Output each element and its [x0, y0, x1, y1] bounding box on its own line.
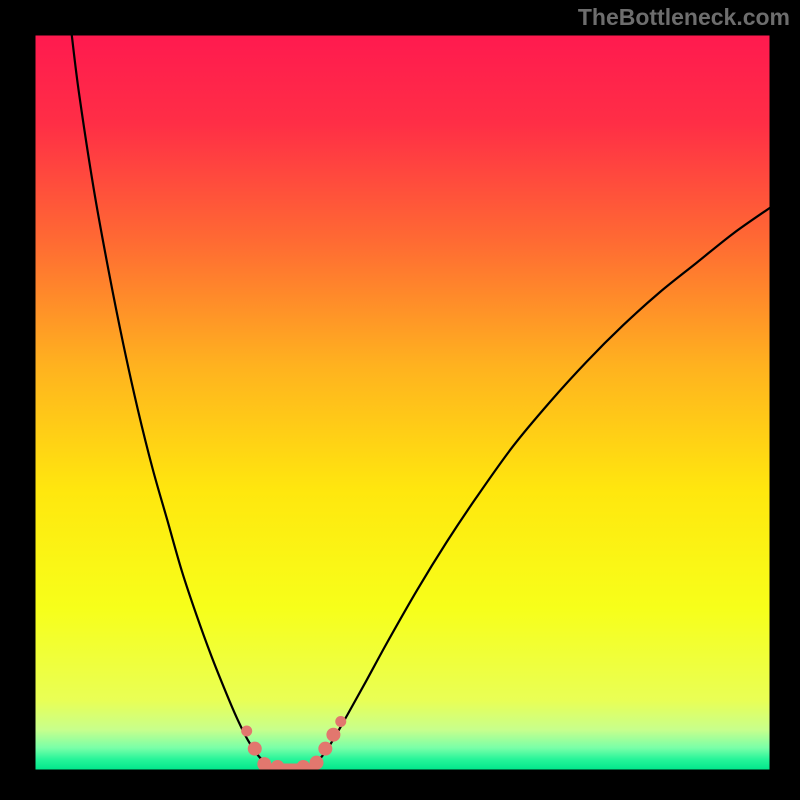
data-marker	[257, 757, 271, 771]
data-marker	[296, 760, 310, 774]
chart-svg	[0, 0, 800, 800]
watermark-text: TheBottleneck.com	[578, 4, 790, 31]
data-marker	[335, 716, 346, 727]
data-marker	[318, 742, 332, 756]
chart-stage: TheBottleneck.com	[0, 0, 800, 800]
data-marker	[310, 756, 324, 770]
data-marker	[241, 726, 252, 737]
plot-background	[35, 35, 770, 770]
data-marker	[248, 742, 262, 756]
data-marker	[326, 728, 340, 742]
data-marker	[271, 760, 285, 774]
